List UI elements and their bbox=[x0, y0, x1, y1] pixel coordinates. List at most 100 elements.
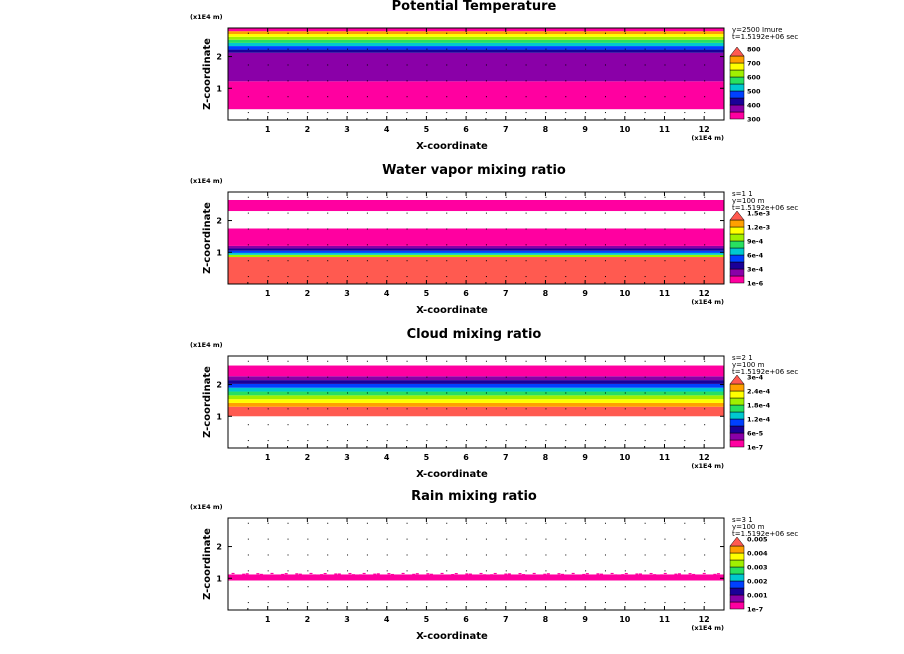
grid-dot bbox=[664, 360, 666, 362]
panel-2: Water vapor mixing ratio(x1E4 m)1 2 3 4 5 6 7 8… bbox=[190, 163, 798, 316]
grid-dot bbox=[287, 392, 289, 394]
grid-dot bbox=[624, 602, 626, 604]
rain-speckle bbox=[323, 572, 327, 575]
grid-dot bbox=[485, 586, 487, 588]
grid-dot bbox=[644, 112, 646, 114]
grid-dot bbox=[446, 260, 448, 262]
contour-band-3 bbox=[228, 399, 724, 403]
grid-dot bbox=[267, 586, 269, 588]
grid-dot bbox=[545, 376, 547, 378]
colorbar-segment bbox=[729, 573, 745, 582]
grid-dot bbox=[307, 32, 309, 34]
grid-dot bbox=[505, 376, 507, 378]
info-line: y=2500 Imure bbox=[732, 26, 782, 34]
grid-dot bbox=[406, 32, 408, 34]
contour-band-10 bbox=[228, 365, 724, 377]
grid-dot bbox=[684, 112, 686, 114]
grid-dot bbox=[307, 602, 309, 604]
grid-dot bbox=[604, 408, 606, 410]
rain-speckle bbox=[401, 572, 405, 575]
grid-dot bbox=[426, 276, 428, 278]
grid-dot bbox=[347, 112, 349, 114]
rain-speckle bbox=[437, 574, 441, 577]
colorbar-label: 300 bbox=[747, 116, 761, 124]
grid-dot bbox=[684, 228, 686, 230]
grid-dot bbox=[505, 244, 507, 246]
z-unit-label: (x1E4 m) bbox=[190, 177, 223, 185]
grid-dot bbox=[426, 538, 428, 540]
grid-dot bbox=[604, 570, 606, 572]
grid-dot bbox=[267, 112, 269, 114]
x-tick-label: 12 bbox=[699, 453, 710, 462]
grid-dot bbox=[386, 408, 388, 410]
colorbar-label: 500 bbox=[747, 88, 761, 96]
rain-speckle bbox=[387, 573, 391, 575]
grid-dot bbox=[267, 48, 269, 50]
x-tick-label: 9 bbox=[582, 615, 588, 624]
grid-dot bbox=[287, 32, 289, 34]
colorbar-segment bbox=[729, 254, 745, 263]
rain-speckle bbox=[497, 575, 501, 577]
grid-dot bbox=[327, 360, 329, 362]
rain-speckle bbox=[536, 574, 540, 577]
grid-dot bbox=[307, 424, 309, 426]
grid-dot bbox=[366, 260, 368, 262]
grid-dot bbox=[545, 80, 547, 82]
grid-dot bbox=[525, 64, 527, 66]
grid-dot bbox=[565, 196, 567, 198]
grid-dot bbox=[347, 586, 349, 588]
x-tick-label: 11 bbox=[659, 289, 671, 298]
grid-dot bbox=[347, 360, 349, 362]
grid-dot bbox=[366, 392, 368, 394]
grid-dot bbox=[366, 276, 368, 278]
grid-dot bbox=[327, 48, 329, 50]
grid-dot bbox=[704, 32, 706, 34]
rain-speckle bbox=[546, 573, 550, 575]
x-tick-label: 12 bbox=[699, 615, 710, 624]
grid-dot bbox=[624, 392, 626, 394]
rain-speckle bbox=[419, 575, 423, 577]
rain-speckle bbox=[522, 574, 526, 576]
grid-dot bbox=[327, 228, 329, 230]
colorbar-segment bbox=[729, 425, 745, 434]
grid-dot bbox=[446, 586, 448, 588]
grid-dot bbox=[545, 408, 547, 410]
grid-dot bbox=[426, 196, 428, 198]
grid-dot bbox=[347, 570, 349, 572]
rain-speckle bbox=[656, 576, 660, 578]
rain-speckle bbox=[649, 572, 653, 575]
contour-band-11 bbox=[228, 356, 724, 366]
grid-dot bbox=[565, 244, 567, 246]
x-tick-label: 12 bbox=[699, 289, 710, 298]
x-tick-label: 1 bbox=[265, 615, 271, 624]
grid-dot bbox=[307, 112, 309, 114]
x-axis-label: X-coordinate bbox=[416, 305, 488, 316]
grid-dot bbox=[406, 276, 408, 278]
grid-dot bbox=[525, 212, 527, 214]
grid-dot bbox=[505, 538, 507, 540]
colorbar-label: 9e-4 bbox=[747, 238, 764, 246]
grid-dot bbox=[446, 538, 448, 540]
grid-dot bbox=[505, 32, 507, 34]
grid-dot bbox=[347, 538, 349, 540]
grid-dot bbox=[327, 244, 329, 246]
grid-dot bbox=[247, 538, 249, 540]
plot-frame bbox=[227, 355, 725, 449]
z-tick-label: 2 bbox=[216, 53, 222, 62]
grid-dot bbox=[307, 196, 309, 198]
rain-speckle bbox=[589, 575, 593, 577]
grid-dot bbox=[485, 244, 487, 246]
grid-dot bbox=[664, 408, 666, 410]
z-axis-label: Z-coordinate bbox=[202, 366, 213, 438]
grid-dot bbox=[327, 196, 329, 198]
grid-dot bbox=[406, 80, 408, 82]
grid-dot bbox=[604, 244, 606, 246]
grid-dot bbox=[247, 586, 249, 588]
grid-dot bbox=[267, 32, 269, 34]
rain-speckle bbox=[235, 574, 239, 577]
grid-dot bbox=[545, 244, 547, 246]
grid-dot bbox=[545, 64, 547, 66]
grid-dot bbox=[307, 522, 309, 524]
grid-dot bbox=[347, 376, 349, 378]
grid-dot bbox=[287, 96, 289, 98]
